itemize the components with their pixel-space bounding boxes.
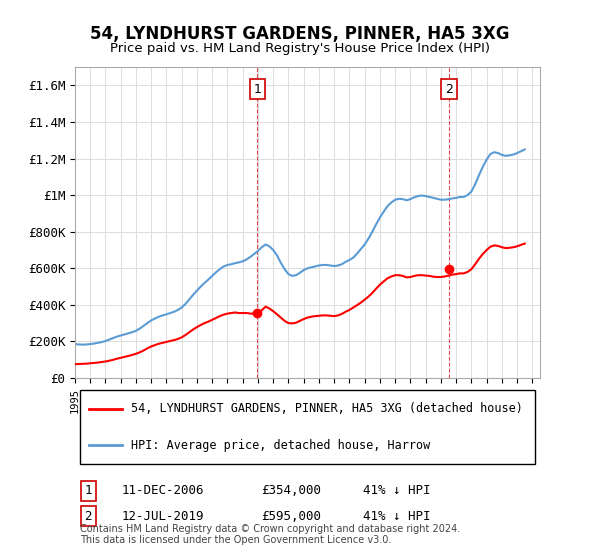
Text: 1: 1 [253,83,261,96]
Text: 11-DEC-2006: 11-DEC-2006 [121,484,204,497]
Text: 2: 2 [84,510,92,522]
Text: 41% ↓ HPI: 41% ↓ HPI [364,510,431,522]
Text: £595,000: £595,000 [261,510,321,522]
Text: 41% ↓ HPI: 41% ↓ HPI [364,484,431,497]
Text: 2: 2 [445,83,453,96]
Text: 12-JUL-2019: 12-JUL-2019 [121,510,204,522]
Text: 54, LYNDHURST GARDENS, PINNER, HA5 3XG: 54, LYNDHURST GARDENS, PINNER, HA5 3XG [90,25,510,43]
FancyBboxPatch shape [80,390,535,464]
Text: 1: 1 [84,484,92,497]
Text: Contains HM Land Registry data © Crown copyright and database right 2024.
This d: Contains HM Land Registry data © Crown c… [80,524,460,545]
Text: £354,000: £354,000 [261,484,321,497]
Text: 54, LYNDHURST GARDENS, PINNER, HA5 3XG (detached house): 54, LYNDHURST GARDENS, PINNER, HA5 3XG (… [131,403,523,416]
Text: HPI: Average price, detached house, Harrow: HPI: Average price, detached house, Harr… [131,439,430,452]
Text: Price paid vs. HM Land Registry's House Price Index (HPI): Price paid vs. HM Land Registry's House … [110,42,490,55]
